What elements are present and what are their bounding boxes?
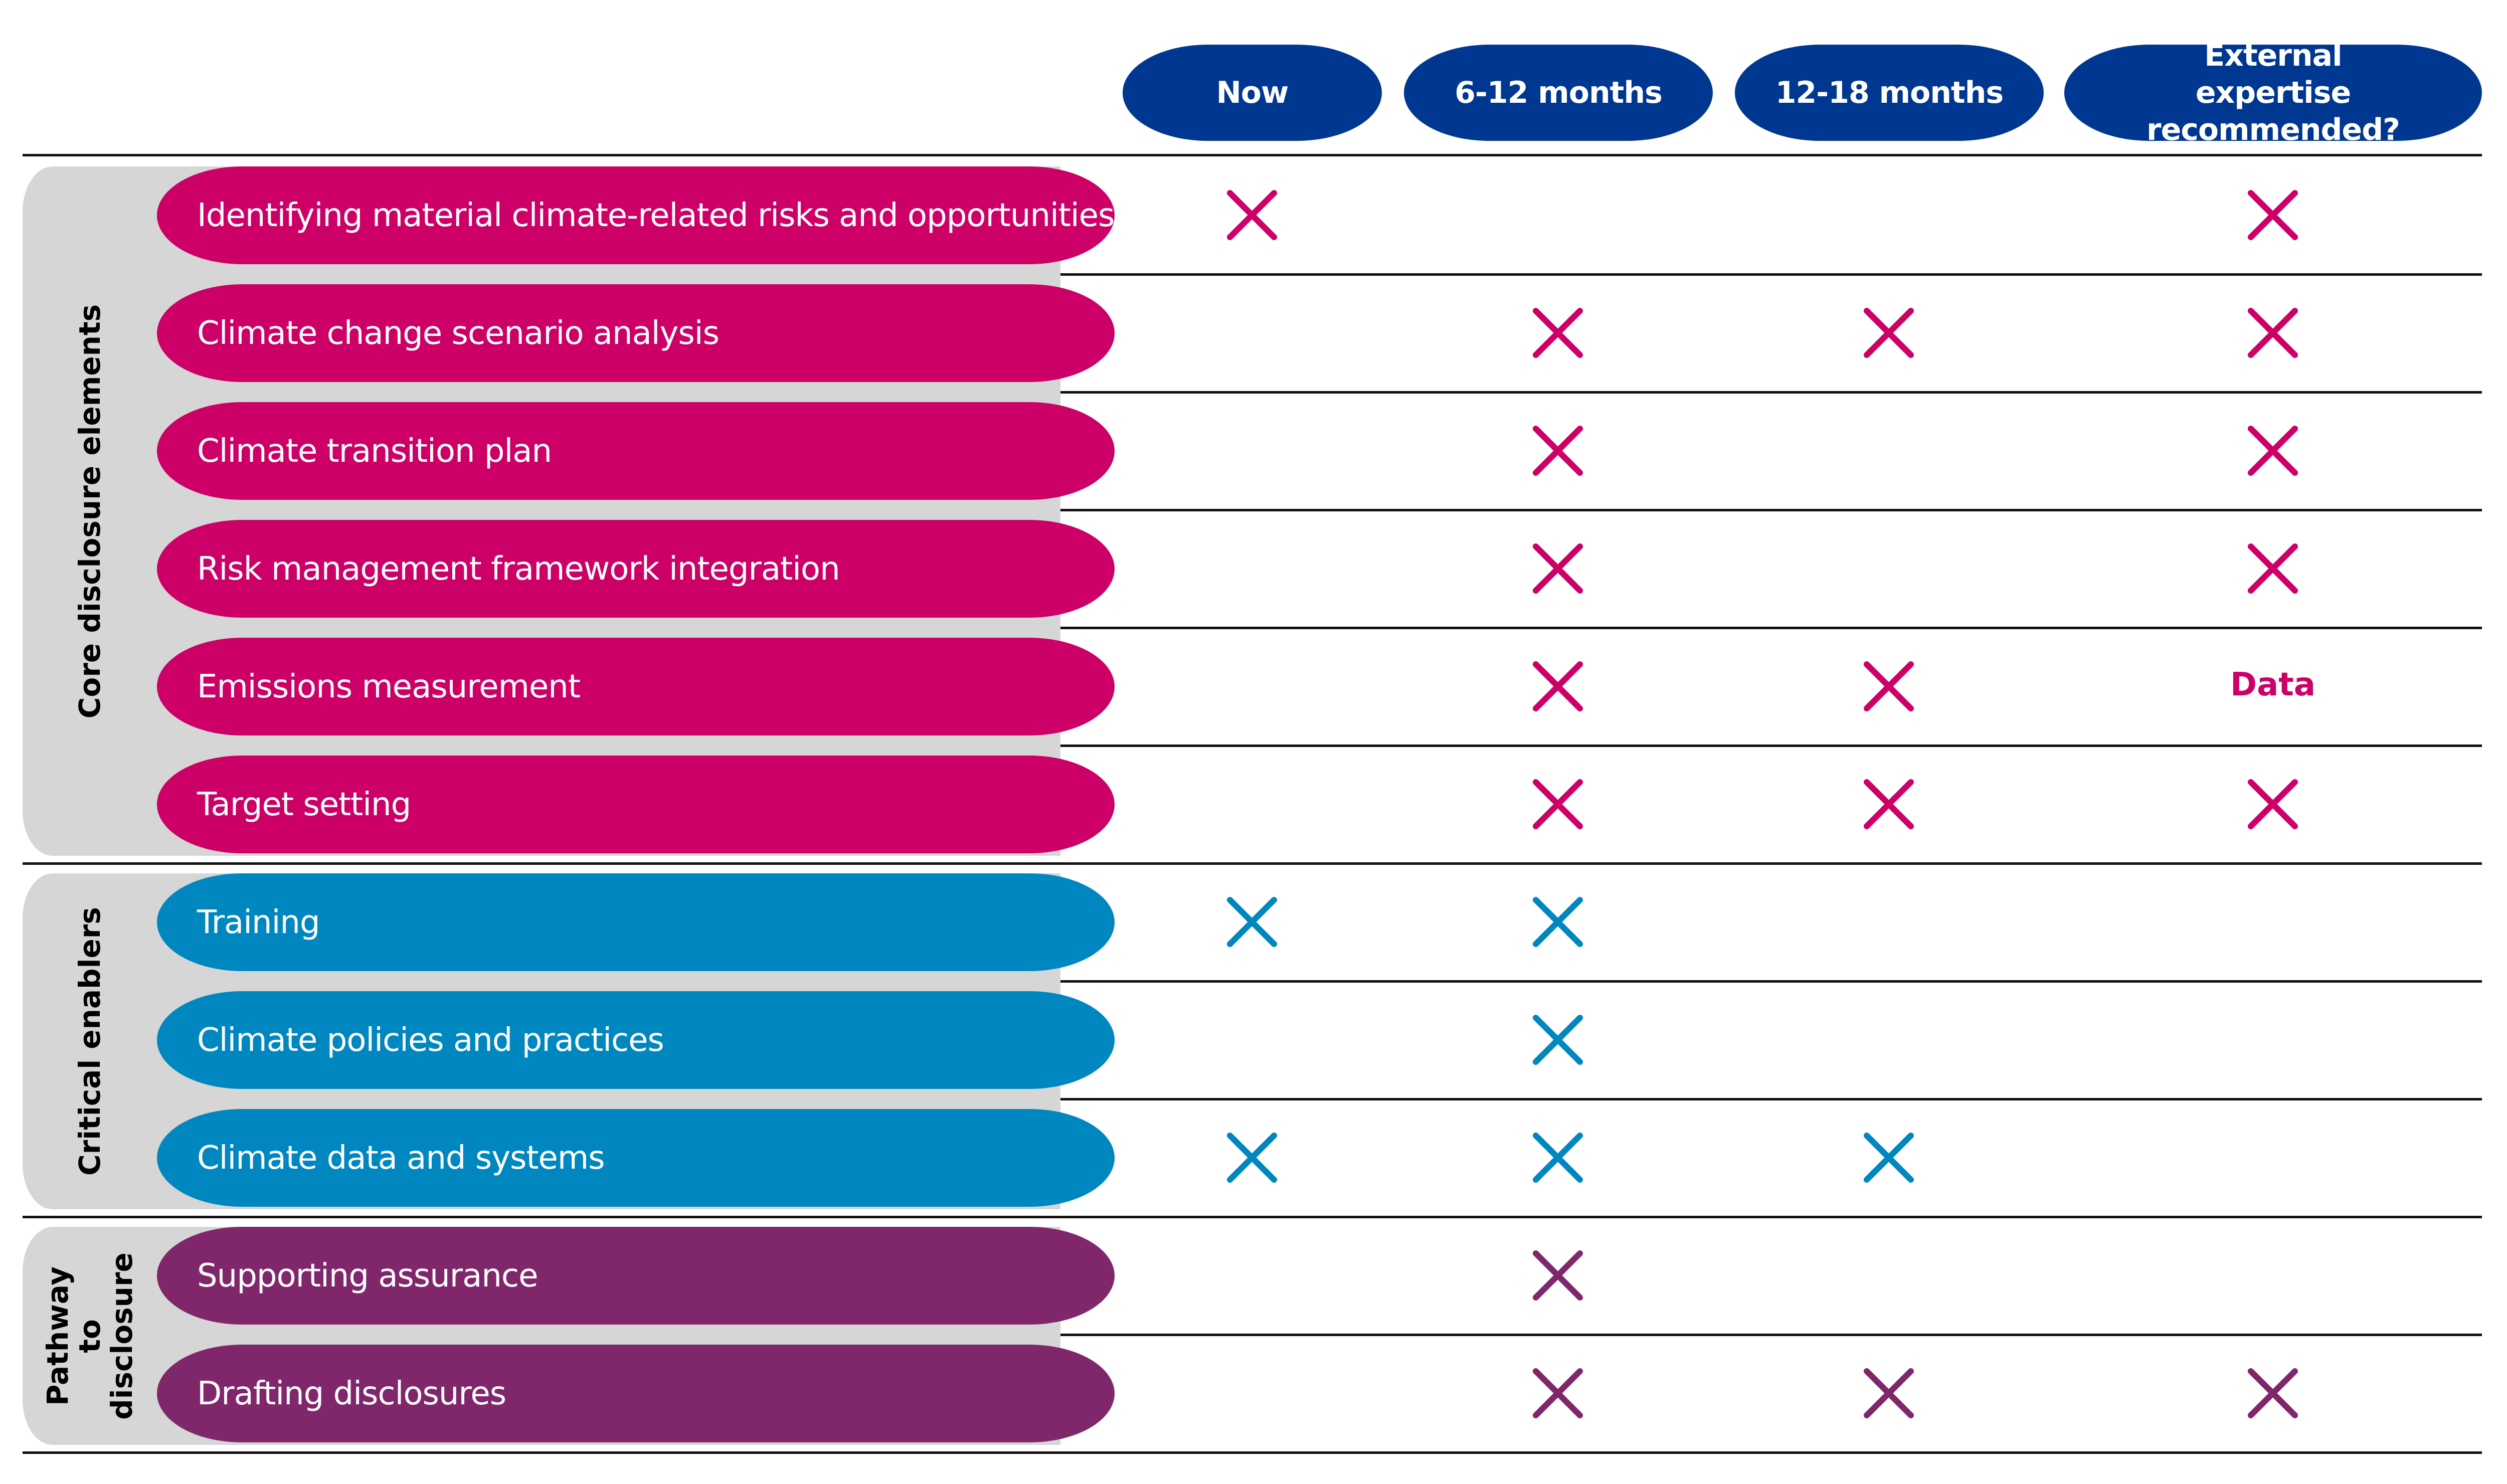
group-label-text: Pathway to disclosure — [41, 1252, 139, 1420]
row-label-pill: Supporting assurance — [157, 1227, 1115, 1325]
row-label: Emissions measurement — [197, 668, 581, 705]
cross-mark-icon — [2247, 425, 2298, 476]
row-label: Identifying material climate-related ris… — [197, 197, 1115, 234]
row-label: Climate data and systems — [197, 1139, 605, 1177]
cross-mark-icon — [1532, 1250, 1583, 1301]
column-header-label: 6-12 months — [1455, 75, 1663, 110]
column-header-label: 12-18 months — [1775, 75, 2004, 110]
row-divider — [1060, 745, 2482, 747]
column-header: Now — [1123, 45, 1382, 141]
cross-mark-icon — [2247, 190, 2298, 241]
cross-mark-icon — [1226, 896, 1278, 948]
row-label-pill: Target setting — [157, 756, 1115, 853]
cross-mark-icon — [1226, 190, 1278, 241]
column-header: 12-18 months — [1735, 45, 2044, 141]
cross-mark-icon — [1863, 661, 1914, 712]
row-divider — [1060, 391, 2482, 394]
cross-mark-icon — [2247, 307, 2298, 358]
row-label: Supporting assurance — [197, 1257, 538, 1294]
cross-mark-icon — [1863, 307, 1914, 358]
cross-mark-icon — [2247, 543, 2298, 594]
row-label-pill: Climate data and systems — [157, 1109, 1115, 1207]
group-divider — [23, 1451, 2482, 1454]
cross-mark-icon — [1532, 896, 1583, 948]
row-label-pill: Emissions measurement — [157, 638, 1115, 735]
row-label: Climate change scenario analysis — [197, 314, 720, 352]
column-header: 6-12 months — [1404, 45, 1713, 141]
row-label: Target setting — [197, 786, 411, 823]
row-label-pill: Identifying material climate-related ris… — [157, 166, 1115, 264]
mark-text: Data — [2230, 666, 2316, 703]
row-label-pill: Climate policies and practices — [157, 991, 1115, 1089]
group-label: Critical enablers — [23, 873, 157, 1209]
column-header-label: Now — [1216, 75, 1289, 110]
row-divider — [1060, 627, 2482, 629]
row-label-pill: Climate change scenario analysis — [157, 284, 1115, 382]
cross-mark-icon — [1532, 543, 1583, 594]
row-divider — [1060, 273, 2482, 276]
group-label: Pathway to disclosure — [23, 1227, 157, 1445]
row-divider — [1060, 980, 2482, 983]
cross-mark-icon — [1532, 307, 1583, 358]
header-divider — [23, 154, 2482, 156]
cross-mark-icon — [1532, 1132, 1583, 1183]
row-label-pill: Climate transition plan — [157, 402, 1115, 500]
row-label-pill: Training — [157, 873, 1115, 971]
group-divider — [23, 862, 2482, 865]
group-label-text: Critical enablers — [73, 907, 107, 1176]
row-divider — [1060, 509, 2482, 511]
cross-mark-icon — [1532, 779, 1583, 830]
row-label: Training — [197, 903, 320, 941]
row-label-pill: Drafting disclosures — [157, 1345, 1115, 1442]
cross-mark-icon — [1863, 1368, 1914, 1419]
column-header: External expertise recommended? — [2064, 38, 2482, 147]
cross-mark-icon — [2247, 779, 2298, 830]
cross-mark-icon — [2247, 1368, 2298, 1419]
row-label-pill: Risk management framework integration — [157, 520, 1115, 618]
cross-mark-icon — [1863, 779, 1914, 830]
cross-mark-icon — [1532, 1014, 1583, 1065]
cross-mark-icon — [1532, 661, 1583, 712]
column-header-label: External expertise recommended? — [2146, 38, 2400, 147]
group-background — [23, 166, 1060, 856]
group-label: Core disclosure elements — [23, 166, 157, 856]
row-divider — [1060, 1334, 2482, 1336]
group-divider — [23, 1216, 2482, 1218]
cross-mark-icon — [1226, 1132, 1278, 1183]
row-label: Climate policies and practices — [197, 1021, 664, 1059]
row-divider — [1060, 1098, 2482, 1100]
row-label: Climate transition plan — [197, 432, 552, 470]
cross-mark-icon — [1863, 1132, 1914, 1183]
cross-mark-icon — [1532, 1368, 1583, 1419]
group-label-text: Core disclosure elements — [73, 304, 107, 718]
row-label: Drafting disclosures — [197, 1375, 506, 1412]
cross-mark-icon — [1532, 425, 1583, 476]
row-label: Risk management framework integration — [197, 550, 840, 588]
